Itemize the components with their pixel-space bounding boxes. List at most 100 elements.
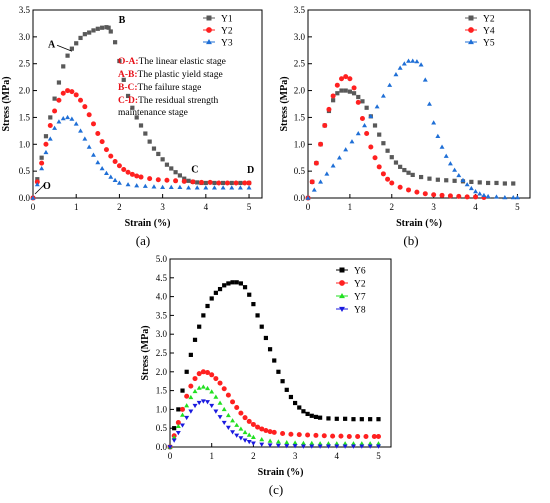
data-point	[212, 180, 217, 186]
legend-marker	[468, 39, 474, 45]
data-point	[82, 104, 88, 110]
data-point	[108, 29, 113, 34]
y-tick-label: 1.5	[294, 112, 306, 122]
data-point	[313, 160, 319, 166]
data-point	[317, 441, 323, 446]
x-tick-label: 2	[117, 202, 122, 212]
y-tick-label: 5.0	[156, 254, 168, 264]
series-y5	[305, 58, 520, 200]
data-point	[188, 383, 194, 389]
data-point	[203, 180, 208, 186]
data-point	[43, 134, 49, 139]
y-tick-label: 3.5	[156, 310, 168, 320]
data-point	[194, 185, 200, 190]
data-point	[363, 433, 369, 439]
data-point	[34, 182, 40, 187]
data-point	[367, 441, 373, 446]
data-point	[267, 347, 273, 352]
data-point	[196, 400, 202, 406]
data-point	[43, 141, 49, 147]
data-point	[297, 405, 302, 410]
data-point	[125, 182, 131, 187]
data-point	[200, 369, 206, 375]
data-point	[212, 185, 217, 190]
data-point	[452, 167, 458, 172]
data-point	[367, 444, 373, 449]
series-y6	[167, 280, 381, 450]
data-point	[108, 153, 114, 159]
data-point	[376, 164, 382, 170]
data-point	[364, 131, 370, 137]
data-point	[339, 88, 344, 93]
data-point	[217, 380, 223, 386]
data-point	[74, 41, 79, 46]
data-point	[414, 189, 420, 195]
data-point	[142, 183, 148, 188]
data-point	[410, 58, 416, 63]
data-point	[514, 194, 520, 200]
data-point	[242, 285, 248, 290]
data-point	[481, 192, 487, 198]
data-point	[112, 158, 118, 164]
data-point	[168, 184, 174, 189]
data-point	[121, 77, 126, 82]
data-point	[78, 35, 83, 41]
data-point	[238, 281, 243, 286]
data-point	[196, 371, 202, 377]
data-point	[112, 40, 118, 45]
data-point	[355, 433, 361, 439]
y-tick-label: 3.5	[294, 5, 306, 15]
data-point	[216, 180, 222, 186]
data-point	[362, 122, 368, 128]
data-point	[221, 180, 226, 186]
data-point	[103, 147, 109, 153]
data-point	[444, 178, 449, 183]
data-point	[117, 58, 122, 64]
legend-label: Y6	[354, 267, 366, 277]
x-tick-label: 0	[168, 451, 173, 461]
point-label-d: D	[247, 165, 254, 176]
data-point	[296, 432, 302, 438]
data-point	[435, 177, 440, 182]
data-point	[30, 195, 36, 200]
y-tick-label: 3.5	[19, 5, 31, 15]
data-point	[486, 180, 491, 186]
legend-label: Y2	[483, 15, 495, 25]
data-point	[330, 433, 336, 439]
data-point	[234, 422, 240, 427]
data-point	[242, 415, 248, 421]
data-point	[452, 178, 457, 183]
data-point	[364, 105, 369, 110]
data-point	[186, 178, 191, 183]
data-point	[60, 116, 66, 121]
data-point	[368, 144, 374, 150]
data-point	[326, 416, 331, 421]
data-point	[192, 337, 198, 342]
data-point	[376, 444, 381, 449]
data-point	[414, 59, 420, 64]
data-point	[238, 436, 244, 441]
data-point	[34, 179, 40, 185]
data-point	[87, 30, 92, 35]
panel-label-c: (c)	[269, 482, 283, 497]
legend-marker	[468, 27, 474, 33]
data-point	[305, 195, 311, 200]
data-point	[494, 194, 499, 199]
x-tick-label: 4	[473, 202, 478, 212]
data-point	[73, 121, 79, 126]
data-point	[213, 290, 218, 295]
x-tick-label: 5	[376, 451, 381, 461]
series-y7	[167, 384, 381, 449]
x-axis-label: Strain (%)	[258, 467, 304, 478]
data-point	[334, 441, 340, 446]
legend-marker	[206, 39, 212, 45]
data-point	[368, 113, 374, 119]
data-point	[65, 88, 71, 94]
plot-frame	[32, 9, 263, 199]
stage-annotation: B-C:The failure stage	[118, 82, 201, 93]
data-point	[469, 179, 474, 184]
data-point	[78, 128, 83, 133]
data-point	[473, 189, 479, 194]
data-point	[184, 415, 190, 421]
data-point	[134, 183, 140, 188]
